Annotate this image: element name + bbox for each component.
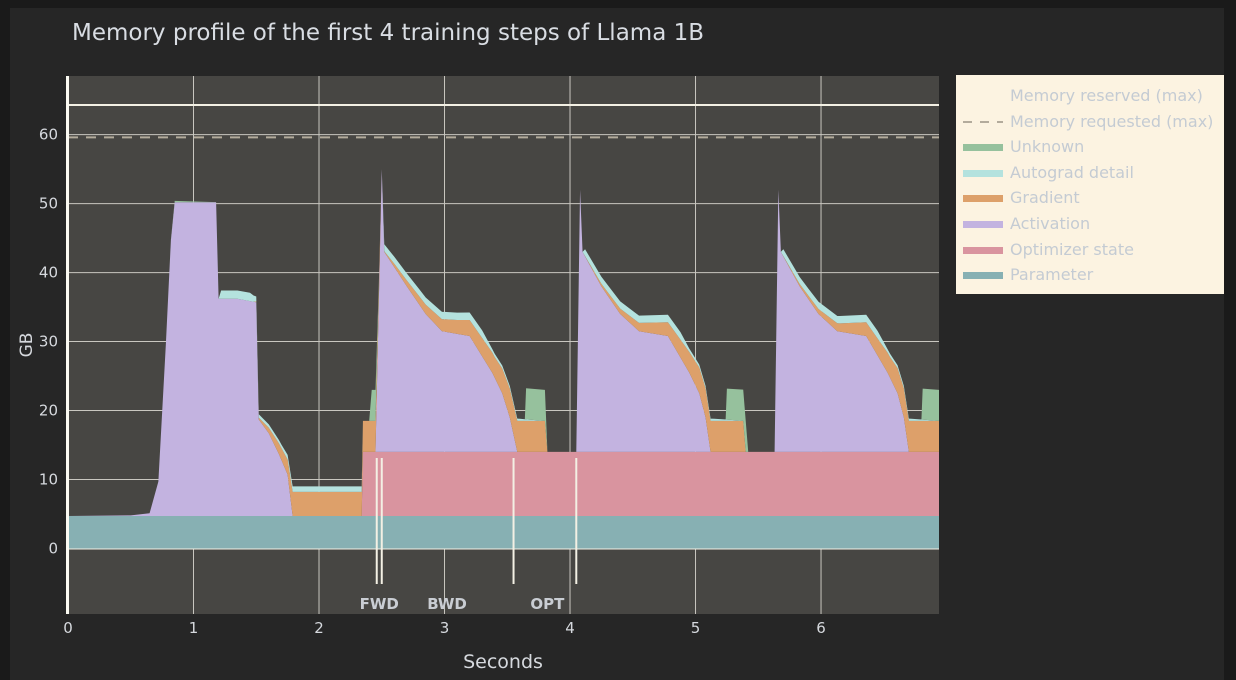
legend-swatch	[962, 85, 1004, 107]
legend-label: Parameter	[1010, 265, 1094, 285]
legend-item[interactable]: Memory reserved (max)	[956, 85, 1224, 107]
legend-swatch	[963, 169, 1003, 177]
y-tick-label: 60	[39, 126, 58, 144]
area-gradient	[68, 169, 939, 517]
phase-marker-label: BWD	[427, 595, 467, 613]
y-axis-label: GB	[17, 333, 37, 358]
y-tick-label: 10	[39, 471, 58, 489]
legend-label: Autograd detail	[1010, 162, 1134, 182]
legend-label: Gradient	[1010, 188, 1080, 208]
legend-item[interactable]: Autograd detail	[956, 162, 1224, 184]
phase-marker-label: FWD	[360, 595, 399, 613]
x-tick-label: 6	[816, 619, 826, 637]
phase-marker-label: OPT	[530, 595, 565, 613]
x-tick-label: 1	[189, 619, 199, 637]
legend-item[interactable]: Parameter	[956, 264, 1224, 286]
legend-swatch	[963, 221, 1003, 228]
area-optimizer-state	[68, 451, 939, 517]
y-tick-label: 40	[39, 264, 58, 282]
legend-swatch	[963, 195, 1003, 203]
legend-item[interactable]: Gradient	[956, 187, 1224, 209]
legend: Memory reserved (max) Memory requested (m…	[956, 75, 1224, 294]
legend-item[interactable]: Unknown	[956, 136, 1224, 158]
legend-label: Activation	[1010, 214, 1091, 233]
stacked-areas	[68, 169, 939, 549]
x-tick-label: 5	[691, 619, 701, 637]
y-tick-label: 20	[39, 402, 58, 420]
legend-item[interactable]: Memory requested (max)	[956, 111, 1224, 133]
y-tick-label: 50	[39, 195, 58, 213]
legend-swatch	[963, 144, 1003, 152]
legend-item[interactable]: Activation	[956, 213, 1224, 235]
x-tick-label: 4	[565, 619, 575, 637]
y-tick-label: 30	[39, 333, 58, 351]
phase-markers: FWD BWD OPT	[360, 458, 578, 613]
legend-item[interactable]: Optimizer state	[956, 239, 1224, 261]
area-parameter	[68, 516, 939, 549]
legend-swatch	[963, 246, 1003, 254]
x-tick-label: 2	[314, 619, 324, 637]
legend-swatch	[963, 272, 1003, 280]
y-tick-label: 0	[48, 539, 58, 557]
legend-label: Unknown	[1010, 137, 1085, 157]
x-tick-label: 3	[440, 619, 450, 637]
area-activation	[68, 169, 939, 517]
legend-label: Memory requested (max)	[1010, 111, 1214, 131]
legend-label: Optimizer state	[1010, 239, 1134, 259]
chart-title: Memory profile of the first 4 training s…	[72, 20, 705, 46]
legend-swatch	[963, 120, 1003, 123]
x-tick-label: 0	[63, 619, 73, 637]
reference-lines	[68, 103, 939, 139]
legend-label: Memory reserved (max)	[1010, 86, 1203, 105]
x-axis-label: Seconds	[463, 651, 543, 673]
